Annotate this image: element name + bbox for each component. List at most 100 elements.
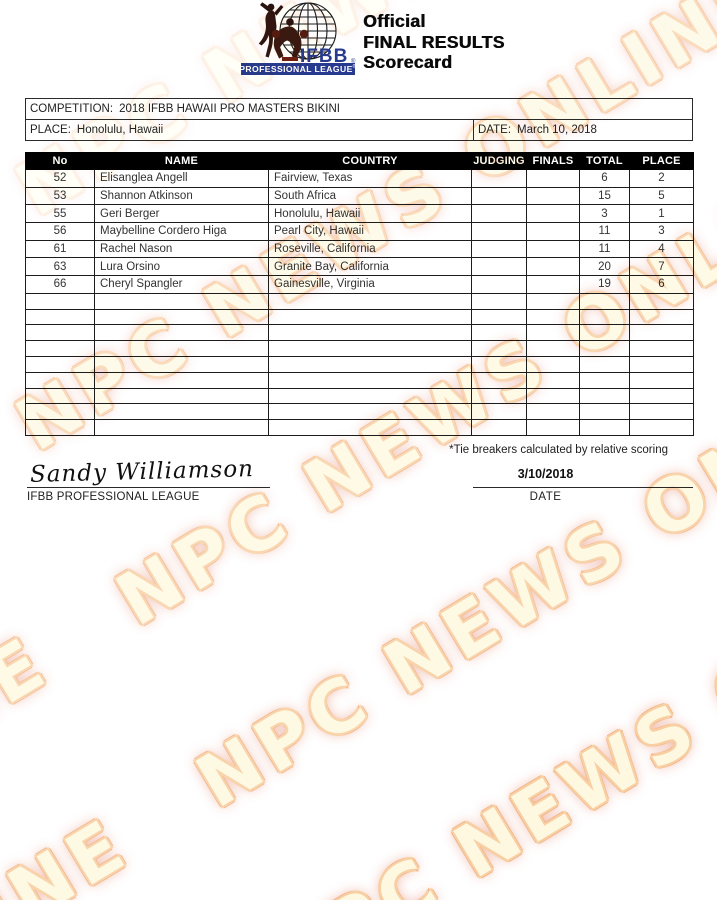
empty-cell xyxy=(268,324,472,342)
date-label: DATE: xyxy=(478,124,512,136)
empty-cell xyxy=(268,419,472,436)
table-row: 55 Geri Berger Honolulu, Hawaii 3 1 xyxy=(25,204,694,224)
results-table: No NAME COUNTRY JUDGING FINALS TOTAL PLACE 52 E… xyxy=(25,152,694,436)
empty-cell xyxy=(579,324,630,342)
header-row: No NAME COUNTRY JUDGING FINALS TOTAL PLACE xyxy=(25,152,694,170)
cell-place: 7 xyxy=(629,257,694,277)
logo-banner xyxy=(241,63,355,75)
empty-cell xyxy=(629,419,694,436)
empty-cell xyxy=(629,371,694,389)
cell-judging xyxy=(471,239,527,259)
empty-cell xyxy=(579,403,630,421)
empty-cell xyxy=(471,308,527,326)
footer-date-line xyxy=(473,487,693,488)
results-body: 52 Elisanglea Angell Fairview, Texas 6 2 53 Sh… xyxy=(25,169,694,436)
date-value: March 10, 2018 xyxy=(517,124,597,136)
place-value: Honolulu, Hawaii xyxy=(76,124,164,136)
col-header-total: TOTAL xyxy=(579,152,630,170)
table-row: 61 Rachel Nason Roseville, California 11 4 xyxy=(25,239,694,259)
cell-no: 61 xyxy=(25,239,95,259)
empty-table-row xyxy=(25,292,694,310)
empty-cell xyxy=(579,419,630,436)
cell-country: Honolulu, Hawaii xyxy=(268,204,472,224)
cell-judging xyxy=(471,186,527,206)
title-line-final-results: FINAL RESULTS xyxy=(363,31,505,52)
cell-total: 6 xyxy=(579,169,630,188)
empty-cell xyxy=(471,340,527,357)
tie-breaker-note: *Tie breakers calculated by relative sco… xyxy=(449,444,668,456)
table-row: 53 Shannon Atkinson South Africa 15 5 xyxy=(25,186,694,206)
table-row: 56 Maybelline Cordero Higa Pearl City, Haw… xyxy=(25,222,694,241)
empty-table-row xyxy=(25,324,694,342)
empty-cell xyxy=(25,419,95,436)
empty-cell xyxy=(94,324,269,342)
signer-org: IFBB PROFESSIONAL LEAGUE xyxy=(27,491,200,503)
col-header-country: COUNTRY xyxy=(268,152,472,170)
empty-cell xyxy=(25,356,95,373)
col-header-place: PLACE xyxy=(629,152,694,170)
athletes-icon xyxy=(258,2,309,61)
logo-banner-reg: ® xyxy=(353,63,357,70)
empty-cell xyxy=(25,308,95,326)
empty-cell xyxy=(526,356,580,373)
cell-country: South Africa xyxy=(268,186,472,206)
empty-cell xyxy=(526,371,580,389)
cell-judging xyxy=(471,169,527,188)
place-date-row: PLACE: Honolulu, Hawaii DATE: March 10, 20… xyxy=(26,120,692,140)
cell-judging xyxy=(471,204,527,224)
cell-country: Gainesville, Virginia xyxy=(268,275,472,294)
empty-cell xyxy=(471,419,527,436)
empty-table-row xyxy=(25,340,694,357)
empty-cell xyxy=(268,292,472,310)
cell-no: 66 xyxy=(25,275,95,294)
empty-cell xyxy=(579,371,630,389)
cell-judging xyxy=(471,257,527,277)
table-row: 63 Lura Orsino Granite Bay, California 20 7 xyxy=(25,257,694,277)
cell-finals xyxy=(526,239,580,259)
col-header-no: No xyxy=(25,152,95,170)
logo-wordmark-reg: ® xyxy=(351,58,356,65)
empty-cell xyxy=(94,340,269,357)
empty-cell xyxy=(25,292,95,310)
cell-name: Rachel Nason xyxy=(94,239,269,259)
empty-cell xyxy=(25,403,95,421)
logo-wordmark: IFBB xyxy=(300,46,348,67)
title-line-scorecard: Scorecard xyxy=(363,52,453,72)
empty-table-row xyxy=(25,308,694,326)
empty-cell xyxy=(268,403,472,421)
empty-cell xyxy=(579,387,630,405)
empty-cell xyxy=(579,292,630,310)
empty-cell xyxy=(629,403,694,421)
col-header-judging: JUDGING xyxy=(471,152,527,170)
empty-cell xyxy=(94,371,269,389)
cell-country: Fairview, Texas xyxy=(268,169,472,188)
logo-banner-text: PROFESSIONAL LEAGUE xyxy=(239,64,352,74)
empty-cell xyxy=(526,403,580,421)
document-title: Official FINAL RESULTS Scorecard xyxy=(363,11,505,73)
empty-cell xyxy=(526,387,580,405)
cell-no: 63 xyxy=(25,257,95,277)
footer-date-label: DATE xyxy=(529,491,562,503)
empty-cell xyxy=(579,356,630,373)
cell-name: Cheryl Spangler xyxy=(94,275,269,294)
empty-table-row xyxy=(25,403,694,421)
cell-judging xyxy=(471,275,527,294)
cell-total: 20 xyxy=(579,257,630,277)
results-head: No NAME COUNTRY JUDGING FINALS TOTAL PLACE xyxy=(25,152,694,170)
cell-no: 55 xyxy=(25,204,95,224)
empty-cell xyxy=(526,292,580,310)
cell-no: 56 xyxy=(25,222,95,241)
table-row: 52 Elisanglea Angell Fairview, Texas 6 2 xyxy=(25,169,694,188)
cell-name: Geri Berger xyxy=(94,204,269,224)
empty-cell xyxy=(94,387,269,405)
cell-judging xyxy=(471,222,527,241)
cell-finals xyxy=(526,204,580,224)
cell-no: 53 xyxy=(25,186,95,206)
empty-cell xyxy=(629,387,694,405)
empty-cell xyxy=(94,292,269,310)
place-label: PLACE: xyxy=(30,124,71,136)
competition-info-box: COMPETITION: 2018 IFBB HAWAII PRO MASTERS… xyxy=(25,98,693,141)
empty-cell xyxy=(471,356,527,373)
cell-name: Shannon Atkinson xyxy=(94,186,269,206)
